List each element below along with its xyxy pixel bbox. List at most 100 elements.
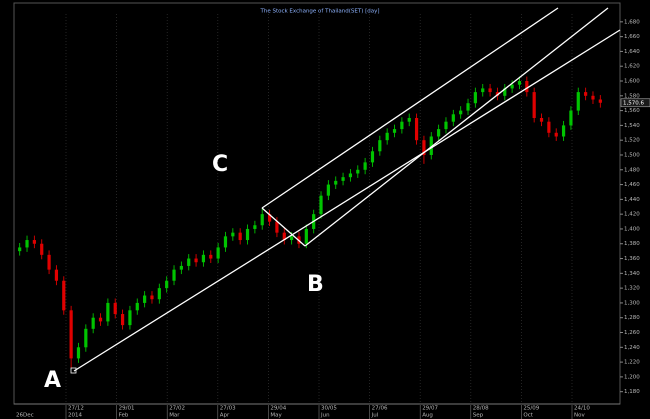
x-tick-label-top: 27/02 bbox=[169, 406, 185, 412]
candle-body bbox=[260, 214, 264, 226]
candle-body bbox=[32, 240, 36, 244]
anchor-point bbox=[70, 367, 77, 374]
candle-body bbox=[267, 214, 272, 222]
candle-body bbox=[554, 132, 558, 137]
candle-body bbox=[98, 317, 103, 322]
y-tick-label: 1,280 bbox=[624, 315, 640, 321]
candle-body bbox=[290, 236, 294, 241]
x-tick-label-bottom: Jun bbox=[320, 413, 330, 419]
candle-body bbox=[495, 92, 500, 96]
candle-body bbox=[532, 92, 536, 118]
annotation-b: B bbox=[307, 272, 324, 297]
candle-body bbox=[275, 221, 279, 233]
y-axis: 1,180 1,200 1,220 1,240 1,260 1,280 1,300 1,320… bbox=[620, 19, 650, 395]
candle-body bbox=[179, 265, 183, 270]
y-tick-label: 1,340 bbox=[624, 271, 640, 277]
candle-body bbox=[429, 136, 433, 155]
y-tick-label: 1,300 bbox=[624, 300, 640, 306]
candle-body bbox=[128, 310, 132, 326]
candle-body bbox=[304, 228, 308, 244]
y-tick-label: 1,580 bbox=[624, 93, 640, 99]
candle-body bbox=[451, 114, 455, 122]
x-tick-label-top: 27/03 bbox=[220, 406, 236, 412]
candle-body bbox=[437, 129, 441, 137]
candle-body bbox=[319, 195, 323, 215]
y-tick-label: 1,640 bbox=[624, 49, 640, 55]
y-tick-label: 1,460 bbox=[624, 182, 640, 188]
candle-body bbox=[40, 243, 44, 255]
candle-body bbox=[481, 88, 485, 93]
candle-body bbox=[334, 180, 338, 185]
candle-body bbox=[245, 228, 250, 241]
candle-body bbox=[348, 173, 353, 178]
candle-body bbox=[282, 232, 286, 241]
y-tick-label: 1,400 bbox=[624, 226, 640, 232]
candle-body bbox=[444, 121, 448, 130]
candle-body bbox=[422, 140, 426, 155]
y-tick-label: 1,620 bbox=[624, 64, 640, 70]
candle-body bbox=[503, 88, 507, 96]
y-tick-label: 1,360 bbox=[624, 256, 640, 262]
candle-body bbox=[201, 254, 206, 263]
candle-body bbox=[194, 258, 198, 263]
candle-body bbox=[25, 240, 29, 248]
y-tick-label: 1,180 bbox=[624, 389, 640, 395]
candle-body bbox=[143, 295, 147, 303]
x-tick-label-bottom: Nov bbox=[574, 413, 585, 419]
x-tick-label-top: 30/05 bbox=[321, 406, 337, 412]
candle-body bbox=[106, 302, 110, 322]
candle-body bbox=[172, 269, 176, 281]
candle-body bbox=[466, 103, 470, 111]
y-tick-label: 1,240 bbox=[624, 345, 640, 351]
candle-body bbox=[157, 288, 161, 300]
candle-body bbox=[584, 92, 588, 96]
annotation-a: A bbox=[44, 368, 61, 393]
candle-body bbox=[407, 117, 411, 122]
y-tick-label: 1,200 bbox=[624, 374, 640, 380]
candle-body bbox=[223, 236, 228, 248]
candle-body bbox=[488, 88, 492, 93]
chart-title: The Stock Exchange of Thailand(SET) [day… bbox=[259, 9, 379, 15]
candle-body bbox=[209, 254, 213, 259]
candle-body bbox=[69, 310, 73, 359]
candle-body bbox=[517, 81, 522, 85]
x-tick-label-top: 27/06 bbox=[372, 406, 388, 412]
candle-body bbox=[525, 81, 529, 93]
x-tick-label-top: 29/07 bbox=[422, 406, 438, 412]
candle-body bbox=[378, 140, 382, 152]
y-tick-label: 1,560 bbox=[624, 108, 640, 114]
candle-body bbox=[231, 232, 235, 237]
candle-body bbox=[238, 232, 242, 241]
x-tick-label-bottom: Oct bbox=[523, 413, 533, 419]
candle-body bbox=[54, 269, 59, 281]
candle-body bbox=[591, 95, 595, 100]
candle-body bbox=[392, 129, 397, 133]
candle-body bbox=[459, 110, 463, 115]
candle-body bbox=[539, 117, 544, 122]
y-tick-label: 1,600 bbox=[624, 79, 640, 85]
candle-body bbox=[76, 347, 81, 359]
annotation-c: C bbox=[212, 152, 228, 177]
candle-body bbox=[135, 302, 139, 311]
candle-body bbox=[187, 258, 191, 266]
candle-body bbox=[370, 151, 375, 163]
x-tick-label-bottom: Sep bbox=[473, 413, 484, 419]
trend-lines bbox=[73, 7, 621, 372]
candle-body bbox=[561, 125, 566, 137]
candle-body bbox=[62, 280, 66, 311]
candle-body bbox=[216, 247, 220, 259]
x-tick-label-bottom: 2014 bbox=[68, 413, 82, 419]
candle-body bbox=[576, 92, 580, 111]
y-tick-label: 1,320 bbox=[624, 286, 640, 292]
x-tick-label-bottom: Feb bbox=[119, 413, 129, 419]
candle-body bbox=[47, 254, 51, 270]
candle-body bbox=[326, 184, 330, 196]
x-tick-label-top: 24/10 bbox=[574, 406, 590, 412]
upper-channel-line bbox=[261, 7, 559, 209]
y-tick-label: 1,500 bbox=[624, 152, 640, 158]
y-tick-label: 1,260 bbox=[624, 330, 640, 336]
x-tick-label-top: 29/04 bbox=[270, 406, 286, 412]
grid bbox=[65, 14, 573, 405]
candle-body bbox=[400, 121, 404, 130]
